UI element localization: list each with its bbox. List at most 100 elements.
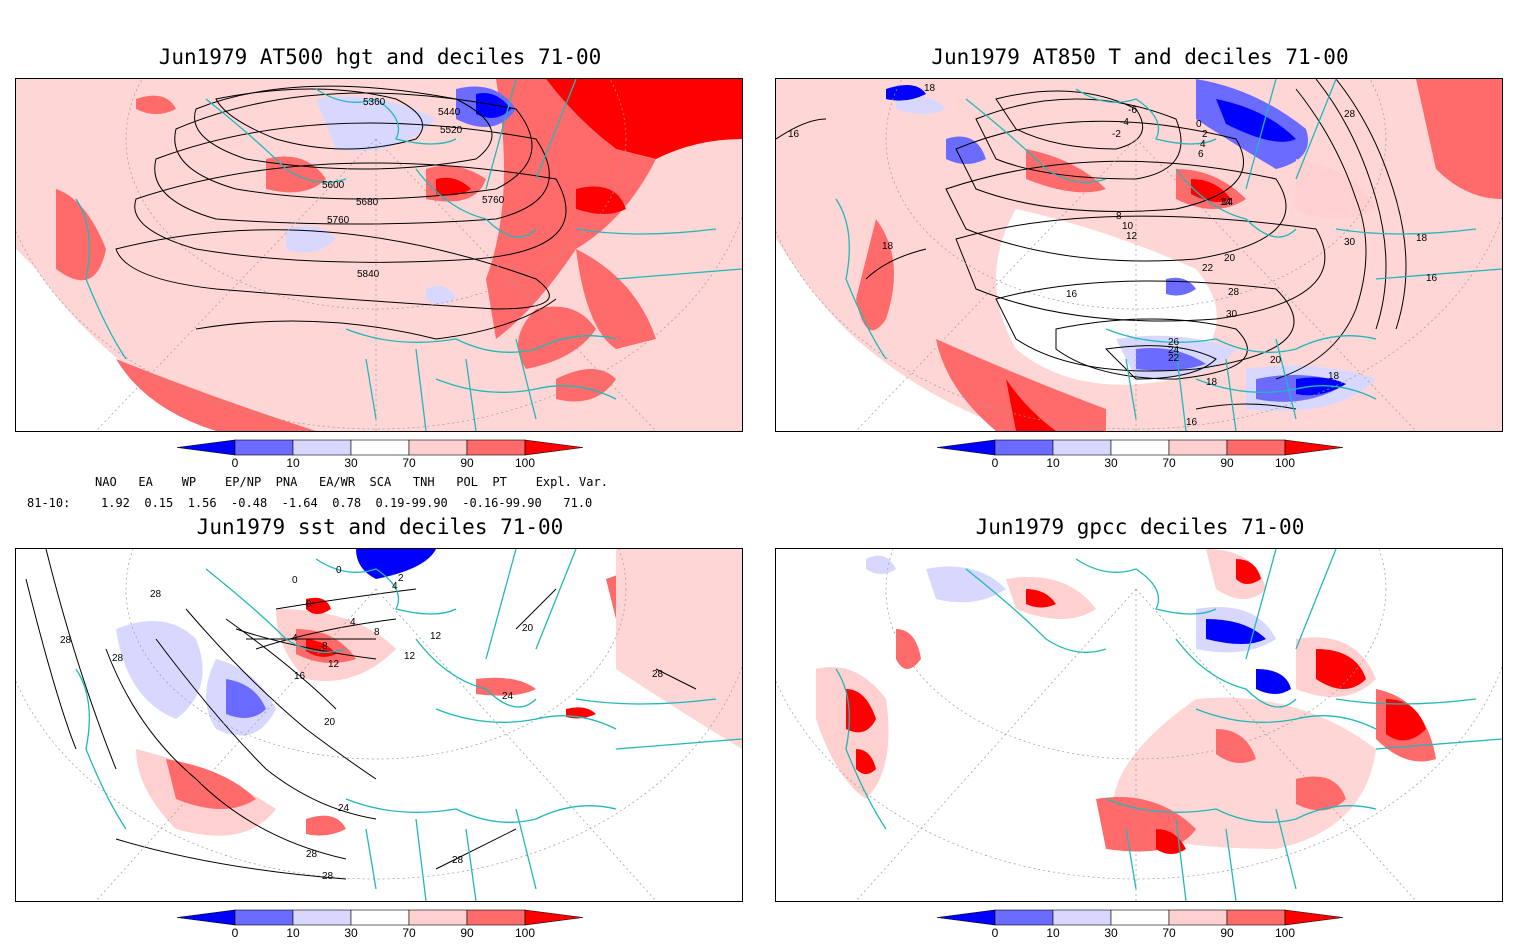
colorbar-segment xyxy=(292,909,352,926)
colorbar-segment xyxy=(466,439,526,456)
contour-label: 28 xyxy=(306,849,318,860)
colorbar-segment xyxy=(936,439,996,456)
colorbar-segment xyxy=(234,439,294,456)
colorbar-graphic: 0 10 30 70 90 100 xyxy=(176,439,584,470)
contour-label: 5680 xyxy=(356,197,379,208)
contour-label: 18 xyxy=(924,83,936,94)
colorbar-segment xyxy=(466,909,526,926)
colorbar-segment xyxy=(1226,909,1286,926)
contour-label: 8 xyxy=(322,641,328,652)
colorbar-t850: 0 10 30 70 90 100 xyxy=(935,438,1355,478)
contour-label: 5360 xyxy=(363,97,386,108)
map-panel-hgt: 5360 5440 5520 5600 5680 5760 5760 5840 xyxy=(15,78,743,432)
contour-label: 18 xyxy=(882,241,894,252)
colorbar-tick-label: 70 xyxy=(402,456,416,470)
colorbar-segment xyxy=(408,439,468,456)
colorbar-segment xyxy=(176,909,236,926)
contour-label: 28 xyxy=(452,855,464,866)
map-panel-sst: 28 28 28 0 0 0 4 4 8 8 12 12 16 20 20 24… xyxy=(15,548,743,902)
map-panel-t850: 18 16 -6 -4 -2 0 2 4 6 8 10 12 14 16 18 … xyxy=(775,78,1503,432)
contour-label: 5760 xyxy=(327,215,350,226)
contour-label: 28 xyxy=(652,669,664,680)
contour-label: 5840 xyxy=(357,269,380,280)
contour-label: 2 xyxy=(398,573,404,584)
contour-label: 0 xyxy=(292,575,298,586)
colorbar-segment xyxy=(1226,439,1286,456)
contour-label: 16 xyxy=(1066,289,1078,300)
panel-title-hgt: Jun1979 AT500 hgt and deciles 71-00 xyxy=(158,45,602,69)
contour-label: 14 xyxy=(1220,197,1232,208)
colorbar-tick-label: 30 xyxy=(344,926,358,940)
contour-label: 16 xyxy=(788,129,800,140)
contour-label: 16 xyxy=(294,671,306,682)
colorbar-graphic: 0 10 30 70 90 100 xyxy=(936,439,1344,470)
contour-label: 18 xyxy=(1416,233,1428,244)
colorbar-segment xyxy=(234,909,294,926)
contour-label: 14 xyxy=(1222,197,1234,208)
colorbar-tick-label: 100 xyxy=(1275,926,1295,940)
contour-label: 12 xyxy=(328,659,340,670)
colorbar-segment xyxy=(524,909,584,926)
colorbar-tick-label: 100 xyxy=(1275,456,1295,470)
contour-label: 6 xyxy=(1198,149,1204,160)
colorbar-segment xyxy=(1168,439,1228,456)
colorbar-tick-label: 70 xyxy=(402,926,416,940)
colorbar-segment xyxy=(524,439,584,456)
contour-label: 10 xyxy=(1122,221,1134,232)
map-hgt: 5360 5440 5520 5600 5680 5760 5760 5840 xyxy=(16,79,742,431)
map-t850: 18 16 -6 -4 -2 0 2 4 6 8 10 12 14 16 18 … xyxy=(776,79,1502,431)
contour-label: 28 xyxy=(322,871,334,882)
colorbar-gpcc: 0 10 30 70 90 100 xyxy=(935,908,1355,948)
contour-label: 12 xyxy=(404,651,416,662)
contour-label: 22 xyxy=(1168,353,1180,364)
colorbar-tick-label: 90 xyxy=(1220,926,1234,940)
contour-label: 30 xyxy=(1226,309,1238,320)
contour-label: 4 xyxy=(292,633,298,644)
contour-label: 30 xyxy=(1344,237,1356,248)
map-panel-gpcc xyxy=(775,548,1503,902)
map-gpcc xyxy=(776,549,1502,901)
contour-label: 18 xyxy=(1328,371,1340,382)
contour-label: 24 xyxy=(1168,345,1180,356)
contour-label: -6 xyxy=(1128,105,1137,116)
contour-label: 18 xyxy=(1206,377,1218,388)
contour-label: 12 xyxy=(1126,231,1138,242)
contour-label: 28 xyxy=(150,589,162,600)
colorbar-tick-label: 10 xyxy=(286,926,300,940)
colorbar-segment xyxy=(994,909,1054,926)
colorbar-segment xyxy=(994,439,1054,456)
contour-label: 5440 xyxy=(438,107,461,118)
contour-label: 16 xyxy=(1186,417,1198,428)
contour-label: 20 xyxy=(324,717,336,728)
contour-label: 0 xyxy=(1196,119,1202,130)
contour-label: 26 xyxy=(1168,337,1180,348)
contour-label: 2 xyxy=(1202,129,1208,140)
contour-label: 4 xyxy=(1200,139,1206,150)
colorbar-tick-label: 100 xyxy=(515,456,535,470)
panel-title-gpcc: Jun1979 gpcc deciles 71-00 xyxy=(975,515,1305,539)
colorbar-tick-label: 90 xyxy=(460,456,474,470)
colorbar-hgt: 0 10 30 70 90 100 xyxy=(175,438,595,478)
colorbar-segment xyxy=(1168,909,1228,926)
colorbar-segment xyxy=(1052,439,1112,456)
contour-label: -4 xyxy=(1120,117,1129,128)
panel-title-t850: Jun1979 AT850 T and deciles 71-00 xyxy=(931,45,1349,69)
colorbar-tick-label: 70 xyxy=(1162,456,1176,470)
colorbar-tick-label: 30 xyxy=(1104,456,1118,470)
contour-label: 8 xyxy=(1116,211,1122,222)
panel-title-sst: Jun1979 sst and deciles 71-00 xyxy=(196,515,564,539)
colorbar-segment xyxy=(176,439,236,456)
contour-label: 12 xyxy=(430,631,442,642)
map-sst: 28 28 28 0 0 0 4 4 8 8 12 12 16 20 20 24… xyxy=(16,549,742,901)
colorbar-tick-label: 0 xyxy=(992,926,999,940)
colorbar-tick-label: 0 xyxy=(232,926,239,940)
contour-label: 24 xyxy=(338,803,350,814)
contour-label: 28 xyxy=(60,635,72,646)
contour-label: 28 xyxy=(1228,287,1240,298)
colorbar-tick-label: 100 xyxy=(515,926,535,940)
colorbar-segment xyxy=(408,909,468,926)
contour-label: 20 xyxy=(1224,253,1236,264)
indices-header: NAO EA WP EP/NP PNA EA/WR SCA TNH POL PT… xyxy=(95,475,608,489)
contour-label: 4 xyxy=(392,581,398,592)
contour-label: 5760 xyxy=(482,195,505,206)
